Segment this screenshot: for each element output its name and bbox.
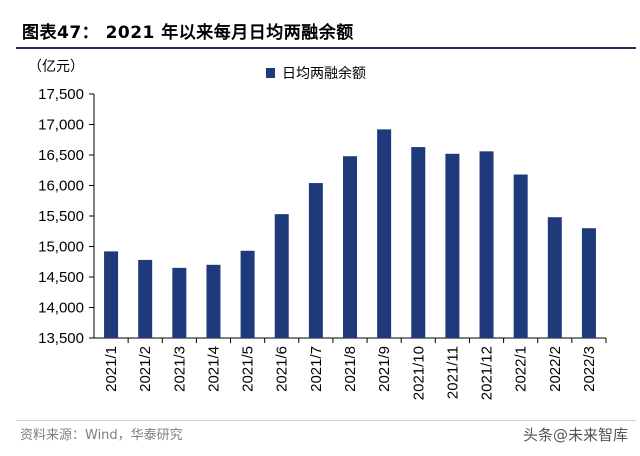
chart-title: 图表47： 2021 年以来每月日均两融余额 (22, 23, 354, 43)
x-tick-label: 2022/1 (513, 346, 530, 392)
bar (445, 153, 460, 338)
bar (479, 151, 494, 338)
bar (547, 217, 562, 338)
y-tick-label: 15,000 (38, 239, 84, 256)
bar (513, 174, 528, 338)
y-tick-label: 16,500 (38, 147, 84, 164)
source-note: 资料来源：Wind，华泰研究 (20, 428, 183, 443)
x-tick-label: 2021/5 (240, 346, 257, 392)
footer-divider (16, 420, 636, 421)
y-tick-label: 15,500 (38, 208, 84, 225)
x-tick-label: 2021/12 (479, 346, 496, 400)
x-tick-label: 2021/11 (444, 346, 461, 399)
y-unit-label: （亿元） (28, 58, 84, 74)
bar (206, 264, 221, 338)
watermark: 头条@未来智库 (522, 426, 628, 444)
x-tick-label: 2021/3 (171, 346, 188, 392)
x-tick-label: 2021/8 (342, 346, 359, 392)
x-tick-label: 2021/6 (274, 346, 291, 392)
bar (581, 228, 596, 338)
title-bar: 图表47： 2021 年以来每月日均两融余额 (16, 0, 636, 49)
x-tick-label: 2021/10 (410, 346, 427, 400)
y-tick-label: 14,000 (38, 300, 84, 317)
bar (138, 259, 153, 338)
x-tick-label: 2021/7 (308, 346, 325, 392)
x-tick-label: 2021/1 (103, 346, 120, 392)
title-divider (16, 47, 636, 49)
x-tick-label: 2021/9 (376, 346, 393, 392)
bar-chart: （亿元） 13,500 14,000 14,500 15,000 15,500 16,000… (28, 58, 607, 400)
x-tick-label: 2022/3 (581, 346, 598, 392)
bar (104, 251, 119, 338)
bar (240, 250, 255, 338)
y-tick-label: 14,500 (38, 269, 84, 286)
legend-label: 日均两融余额 (282, 65, 366, 81)
bar (377, 129, 392, 338)
bar (411, 147, 426, 338)
bar (308, 183, 323, 338)
bar (274, 214, 289, 338)
y-tick-label: 17,000 (38, 117, 84, 134)
x-tick-label: 2021/2 (137, 346, 154, 392)
chart-area: （亿元） 13,500 14,000 14,500 15,000 15,500 16,000… (0, 50, 640, 420)
bar (343, 156, 357, 338)
x-tick-label: 2021/4 (205, 346, 222, 392)
bar (172, 267, 187, 338)
legend-swatch (266, 68, 275, 78)
y-tick-label: 16,000 (38, 178, 84, 195)
x-tick-label: 2022/2 (547, 346, 564, 392)
y-tick-label: 13,500 (38, 330, 84, 347)
y-tick-label: 17,500 (38, 86, 84, 103)
